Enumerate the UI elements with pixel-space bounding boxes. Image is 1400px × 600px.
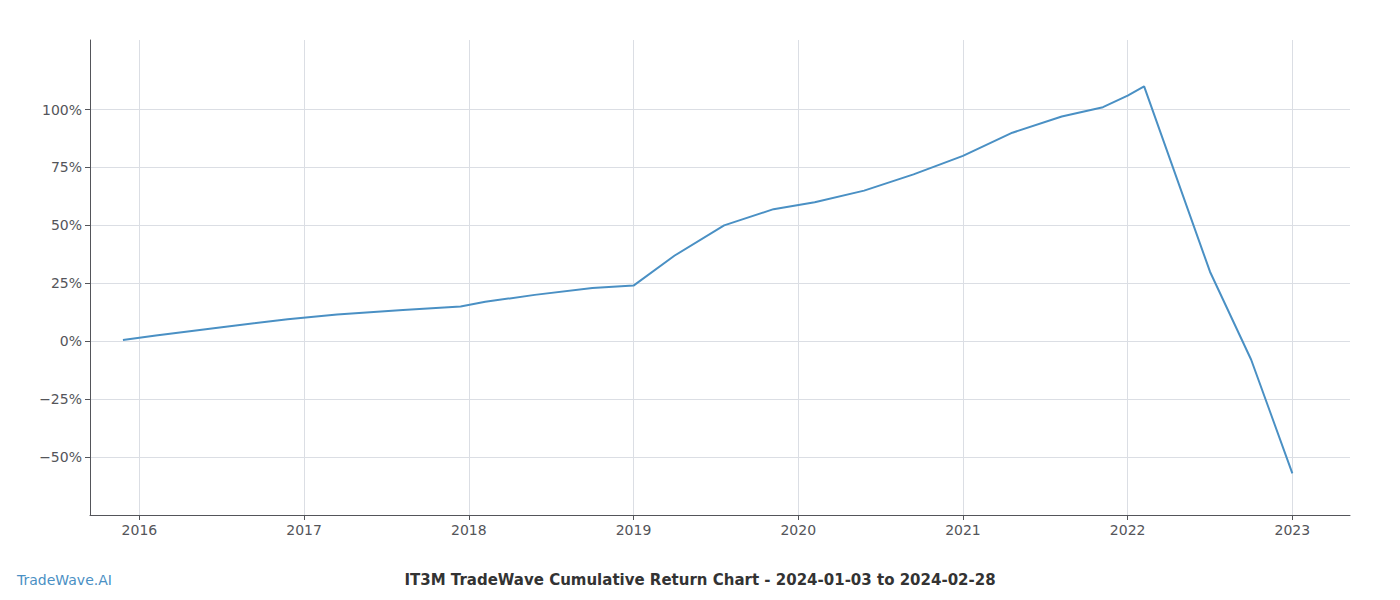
svg-text:2016: 2016	[122, 522, 158, 538]
svg-text:2022: 2022	[1110, 522, 1146, 538]
svg-text:TradeWave.AI: TradeWave.AI	[16, 572, 112, 588]
svg-text:2020: 2020	[780, 522, 816, 538]
svg-text:2021: 2021	[945, 522, 981, 538]
svg-text:75%: 75%	[51, 159, 82, 175]
svg-text:2017: 2017	[286, 522, 322, 538]
svg-text:0%: 0%	[60, 333, 82, 349]
svg-text:2018: 2018	[451, 522, 487, 538]
svg-text:−25%: −25%	[39, 391, 82, 407]
svg-text:IT3M TradeWave Cumulative Retu: IT3M TradeWave Cumulative Return Chart -…	[404, 571, 995, 589]
svg-text:25%: 25%	[51, 275, 82, 291]
svg-text:2019: 2019	[616, 522, 652, 538]
svg-text:50%: 50%	[51, 217, 82, 233]
svg-text:100%: 100%	[42, 102, 82, 118]
svg-text:2023: 2023	[1275, 522, 1311, 538]
svg-text:−50%: −50%	[39, 449, 82, 465]
